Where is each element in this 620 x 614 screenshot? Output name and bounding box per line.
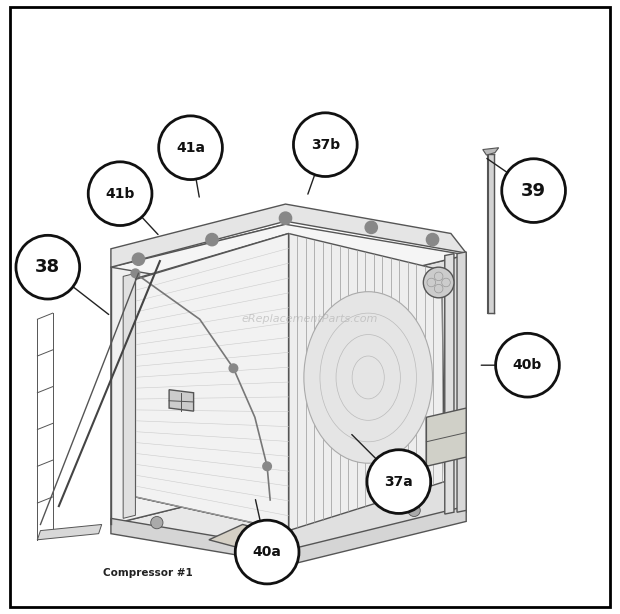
Circle shape [365, 221, 378, 233]
Polygon shape [123, 273, 135, 518]
Text: 37a: 37a [384, 475, 413, 489]
Text: 37b: 37b [311, 138, 340, 152]
Polygon shape [111, 224, 466, 298]
Circle shape [423, 267, 454, 298]
Circle shape [293, 113, 357, 176]
Polygon shape [135, 233, 288, 530]
Polygon shape [111, 481, 466, 555]
Polygon shape [457, 252, 466, 512]
Circle shape [132, 253, 144, 265]
Circle shape [16, 235, 79, 299]
Polygon shape [209, 524, 288, 552]
Circle shape [495, 333, 559, 397]
Circle shape [408, 504, 420, 516]
Polygon shape [169, 390, 193, 411]
Polygon shape [37, 524, 102, 540]
Text: 40a: 40a [253, 545, 281, 559]
Circle shape [235, 520, 299, 584]
Text: 41b: 41b [105, 187, 135, 201]
Circle shape [159, 116, 223, 179]
Circle shape [229, 364, 237, 373]
Polygon shape [111, 506, 466, 564]
Polygon shape [483, 148, 498, 155]
Circle shape [502, 159, 565, 222]
Text: 40b: 40b [513, 358, 542, 372]
Polygon shape [291, 255, 466, 555]
Circle shape [280, 212, 291, 224]
Circle shape [131, 269, 140, 278]
Ellipse shape [304, 292, 433, 463]
Circle shape [151, 516, 163, 529]
Polygon shape [427, 408, 466, 466]
Text: 39: 39 [521, 182, 546, 200]
Circle shape [255, 547, 267, 559]
Circle shape [88, 162, 152, 225]
Circle shape [367, 449, 431, 513]
Polygon shape [132, 233, 445, 530]
Text: 38: 38 [35, 258, 60, 276]
Text: Compressor #1: Compressor #1 [103, 569, 193, 578]
Circle shape [263, 462, 272, 470]
Text: 41a: 41a [176, 141, 205, 155]
Circle shape [206, 233, 218, 246]
Polygon shape [445, 254, 454, 514]
Polygon shape [111, 204, 466, 267]
Circle shape [427, 233, 438, 246]
Polygon shape [111, 224, 285, 524]
Text: eReplacementParts.com: eReplacementParts.com [242, 314, 378, 324]
